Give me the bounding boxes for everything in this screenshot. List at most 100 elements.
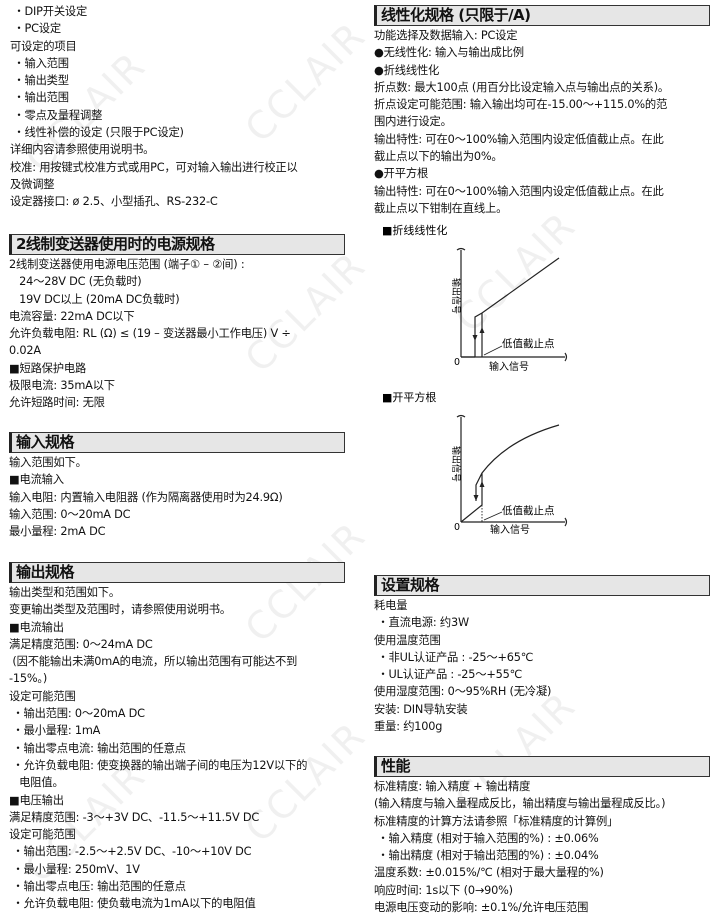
text-line: 设定可能范围 — [9, 689, 76, 703]
output-spec-section: 输出规格 输出类型和范围如下。 变更输出类型及范围时，请参照使用说明书。 ■电流输出… — [9, 562, 345, 913]
text-line: 极限电流: 35mA以下 — [9, 379, 115, 393]
text-line: ・DIP开关设定 — [10, 5, 88, 18]
text-line: ・输出零点电压: 输出范围的任意点 — [9, 880, 186, 894]
text-line: 变更输出类型及范围时，请参照使用说明书。 — [9, 603, 231, 617]
x-axis-label: 输入信号 — [489, 360, 529, 373]
text-line: ・PC设定 — [10, 22, 61, 36]
text-line: (输入精度与输入量程成反比，输出精度与输出量程成反比。) — [374, 797, 666, 811]
axes — [456, 414, 568, 527]
text-line: ■电流输入 — [9, 473, 64, 487]
annotation-label: 低值截止点 — [502, 504, 555, 517]
origin-label: 0 — [454, 357, 460, 368]
text-line: ●无线性化: 输入与输出成比例 — [374, 46, 524, 60]
text-line: 满足精度范围: 0～24mA DC — [9, 637, 153, 651]
down-arrow-icon — [473, 495, 479, 501]
polyline-linearization-diagram: ■折线线性化 低值截止点 0 输入信号 输出信号 — [382, 223, 568, 373]
text-line: ■电流输出 — [9, 620, 64, 634]
diagram-caption: ■折线线性化 — [382, 223, 447, 237]
text-line: ・最小量程: 1mA — [9, 724, 101, 738]
text-line: ・输出范围: -2.5～+2.5V DC、-10～+10V DC — [9, 845, 252, 859]
origin-label: 0 — [454, 522, 460, 533]
annotation-label: 低值截止点 — [502, 337, 555, 350]
text-line: 设定器接口: ø 2.5、小型插孔、RS-232-C — [10, 195, 218, 209]
text-line: 允许负载电阻: RL (Ω) ≤ (19 – 变送器最小工作电压) V ÷ — [9, 327, 291, 341]
text-line: ■短路保护电路 — [9, 361, 87, 375]
text-line: 电源电压变动的影响: ±0.1%/允许电压范围 — [374, 901, 589, 915]
intro-section: ・DIP开关设定 ・PC设定可设定的项目 ・输入范围 ・输出类型 ・输出范围 ・… — [10, 3, 346, 211]
diagram-caption: ■开平方根 — [382, 390, 436, 404]
text-line: ●开平方根 — [374, 167, 429, 181]
text-line: ・UL认证产品 : -25～+55℃ — [374, 668, 523, 682]
text-line: 输出特性: 可在0～100%输入范围内设定低值截止点。在此 — [374, 184, 664, 198]
input-spec-lines: 输入范围如下。 ■电流输入输入电阻: 内置输入电阻器 (作为隔离器使用时为24.9… — [9, 454, 345, 540]
down-arrow-icon — [472, 335, 478, 341]
text-line: ・输出类型 — [10, 74, 69, 88]
square-root-diagram: ■开平方根 低值截止点 0 输入信号 输出信号 — [382, 390, 568, 536]
section-title: 性能 — [374, 756, 710, 777]
text-line: ・允许负载电阻: 使变换器的输出端子间的电压为12V以下的 — [9, 758, 308, 772]
text-line: ・输出范围: 0～20mA DC — [9, 707, 145, 721]
text-line: 输入范围如下。 — [9, 456, 87, 469]
text-line: 温度系数: ±0.015%/℃ (相对于最大量程的%) — [374, 866, 604, 880]
text-line: 标准精度的计算方法请参照「标准精度的计算例」 — [374, 814, 619, 828]
text-line: 围内进行设定。 — [374, 115, 452, 129]
text-line: 截止点以下钳制在直线上。 — [374, 201, 508, 215]
text-line: ・输入精度 (相对于输入范围的%) : ±0.06% — [374, 831, 599, 845]
y-axis-label: 输出信号 — [450, 446, 462, 482]
text-line: (因不能输出未满0mA的电流，所以输出范围有可能达不到 — [9, 655, 298, 669]
text-line: 功能选择及数据输入: PC设定 — [374, 29, 518, 42]
text-line: ・输出零点电流: 输出范围的任意点 — [9, 741, 186, 755]
text-line: 24～28V DC (无负载时) — [9, 275, 142, 289]
text-line: -15%。) — [9, 672, 48, 686]
linearization-section: 线性化规格 (只限于/A) 功能选择及数据输入: PC设定 ●无线性化: 输入与输… — [374, 5, 710, 217]
text-line: ・输出范围 — [10, 91, 69, 105]
text-line: ・输入范围 — [10, 56, 69, 70]
text-line: 输出特性: 可在0～100%输入范围内设定低值截止点。在此 — [374, 132, 664, 146]
text-line: 设定可能范围 — [9, 828, 76, 842]
text-line: 输入范围: 0～20mA DC — [9, 507, 131, 521]
power-spec-section: 2线制变送器使用时的电源规格 2线制变送器使用电源电压范围 (端子① – ②间)… — [9, 234, 345, 412]
text-line: 可设定的项目 — [10, 39, 77, 53]
section-title: 输出规格 — [9, 562, 345, 583]
performance-section: 性能 标准精度: 输入精度 + 输出精度 (输入精度与输入量程成反比，输出精度与输… — [374, 756, 710, 916]
text-line: 校准: 用按键式校准方式或用PC，可对输入输出进行校正以 — [10, 160, 298, 174]
text-line: ・非UL认证产品 : -25～+65℃ — [374, 650, 534, 664]
text-line: 耗电量 — [374, 599, 408, 612]
up-arrow-icon — [479, 481, 485, 487]
text-line: 响应时间: 1s以下 (0→90%) — [374, 883, 513, 897]
linearization-lines: 功能选择及数据输入: PC设定 ●无线性化: 输入与输出成比例 ●折线线性化 折点数:… — [374, 27, 710, 217]
text-line: 2线制变送器使用电源电压范围 (端子① – ②间) : — [9, 258, 245, 271]
section-title: 设置规格 — [374, 575, 710, 596]
text-line: ・零点及量程调整 — [10, 108, 103, 122]
intro-lines: ・DIP开关设定 ・PC设定可设定的项目 ・输入范围 ・输出类型 ・输出范围 ・… — [10, 3, 346, 211]
text-line: 允许短路时间: 无限 — [9, 396, 105, 410]
text-line: 折点数: 最大100点 (用百分比设定输入点与输出点的关系)。 — [374, 80, 669, 94]
text-line: ■电压输出 — [9, 793, 64, 807]
text-line: 标准精度: 输入精度 + 输出精度 — [374, 780, 531, 793]
text-line: 折点设定可能范围: 输入输出均可在-15.00～+115.0%的范 — [374, 98, 668, 112]
text-line: ・最小量程: 250mV、1V — [9, 862, 140, 876]
text-line: 截止点以下的输出为0%。 — [374, 150, 503, 164]
text-line: 使用湿度范围: 0～95%RH (无冷凝) — [374, 685, 552, 699]
text-line: 安装: DIN导轨安装 — [374, 702, 468, 716]
y-axis-label: 输出信号 — [450, 278, 462, 314]
annotation-leader — [483, 345, 503, 356]
text-line: 详细内容请参照使用说明书。 — [10, 143, 155, 157]
text-line: ・直流电源: 约3W — [374, 616, 469, 630]
text-line: 及微调整 — [10, 177, 55, 191]
x-axis-label: 输入信号 — [490, 523, 530, 536]
axes — [456, 247, 568, 362]
section-title: 2线制变送器使用时的电源规格 — [9, 234, 345, 255]
text-line: 最小量程: 2mA DC — [9, 525, 106, 539]
text-line: 电流容量: 22mA DC以下 — [9, 309, 135, 323]
text-line: 使用温度范围 — [374, 633, 441, 647]
text-line: 输入电阻: 内置输入电阻器 (作为隔离器使用时为24.9Ω) — [9, 490, 283, 504]
text-line: 满足精度范围: -3～+3V DC、-11.5～+11.5V DC — [9, 810, 260, 824]
section-title: 输入规格 — [9, 432, 345, 453]
annotation-leader — [483, 511, 503, 521]
text-line: 重量: 约100g — [374, 720, 443, 734]
text-line: ・输出精度 (相对于输出范围的%) : ±0.04% — [374, 849, 599, 863]
performance-lines: 标准精度: 输入精度 + 输出精度 (输入精度与输入量程成反比，输出精度与输出量程… — [374, 778, 710, 916]
text-line: ・线性补偿的设定 (只限于PC设定) — [10, 126, 184, 140]
input-spec-section: 输入规格 输入范围如下。 ■电流输入输入电阻: 内置输入电阻器 (作为隔离器使用时… — [9, 432, 345, 540]
